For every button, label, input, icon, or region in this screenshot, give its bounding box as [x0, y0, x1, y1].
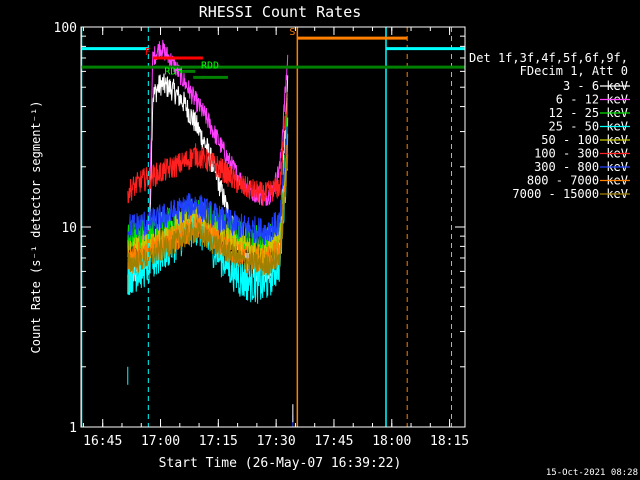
legend-entry-1: 3 - 6 keV: [563, 79, 628, 93]
series-line-6: [127, 92, 289, 207]
y-tick-label-1: 1: [69, 421, 77, 436]
y-axis-label: Count Rate (s⁻¹ detector segment⁻¹): [29, 101, 43, 354]
x-tick-label-5: 17:45: [314, 434, 353, 449]
flag-label-f: F: [145, 47, 151, 58]
legend-entry-4: 25 - 50 keV: [549, 120, 628, 134]
x-tick-label-2: 17:00: [141, 434, 180, 449]
x-tick-label-6: 18:00: [372, 434, 411, 449]
legend-entry-7: 300 - 800 keV: [534, 160, 628, 174]
x-tick-label-1: 16:45: [83, 434, 122, 449]
y-axis: 1 10 100: [54, 21, 465, 436]
legend-entry-5: 50 - 100 keV: [541, 133, 628, 147]
flag-label-rdh: RDH: [164, 66, 182, 77]
series-layer: [127, 39, 289, 304]
x-tick-label-3: 17:15: [199, 434, 238, 449]
y-tick-label-2: 10: [61, 221, 77, 236]
legend-header-1: Det 1f,3f,4f,5f,6f,9f,: [469, 51, 628, 65]
x-tick-label-7: 18:15: [430, 434, 469, 449]
legend: Det 1f,3f,4f,5f,6f,9f,FDecim 1, Att 03 -…: [469, 51, 630, 201]
chart-title: RHESSI Count Rates: [199, 3, 362, 21]
flag-label-s: S: [289, 27, 295, 38]
flag-label-rdd: RDD: [201, 60, 219, 71]
series-line-7: [127, 126, 289, 246]
footer-date: 15-Oct-2021 08:28: [546, 468, 638, 478]
legend-entry-9: 7000 - 15000 keV: [512, 187, 628, 201]
legend-entry-8: 800 - 7000 keV: [527, 174, 628, 188]
legend-entry-6: 100 - 300 keV: [534, 147, 628, 161]
legend-entry-3: 12 - 25 keV: [549, 106, 628, 120]
legend-entry-2: 6 - 12 keV: [556, 93, 628, 107]
y-tick-label-3: 100: [54, 21, 77, 36]
series-line-9: [127, 153, 289, 276]
legend-header-2: FDecim 1, Att 0: [520, 64, 628, 78]
x-axis: 16:45 17:00 17:15 17:30 17:45 18:00 18:15: [82, 27, 469, 449]
x-tick-label-4: 17:30: [257, 434, 296, 449]
x-axis-label: Start Time (26-May-07 16:39:22): [159, 456, 402, 471]
